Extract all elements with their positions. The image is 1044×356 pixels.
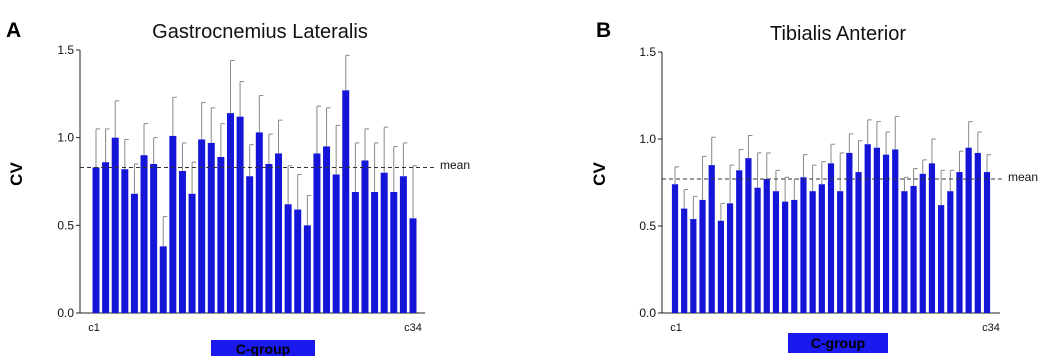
panel-a-x-first-label: c1 [88, 322, 100, 334]
panel-b-bar [855, 172, 862, 313]
panel-b-y-tick-label: 0.5 [639, 219, 656, 233]
panel-a-group-label: C-group [236, 341, 290, 356]
panel-b-bar [873, 147, 880, 313]
panel-b-bar [882, 154, 890, 313]
panel-a-bar [140, 155, 148, 313]
panel-b-bar [791, 199, 798, 313]
panel-b-bar [717, 220, 724, 313]
panel-b-bar [671, 184, 679, 313]
panel-b-y-tick-label: 1.0 [639, 132, 656, 146]
panel-a-bar [255, 132, 263, 313]
panel-a-bar [275, 153, 283, 313]
panel-b-bar [983, 172, 991, 313]
panel-a-bar [236, 116, 244, 313]
panel-a-bar [371, 192, 379, 313]
panel-a-y-tick-label: 1.0 [57, 131, 74, 145]
panel-b-title: Tibialis Anterior [770, 23, 906, 45]
panel-b-bar [708, 165, 715, 313]
panel-b-bar [938, 205, 945, 313]
panel-a-bar [111, 137, 119, 313]
panel-b-bar [846, 152, 853, 313]
panel-a-x-last-label: c34 [404, 322, 422, 334]
panel-a-bar [92, 167, 100, 313]
panel-a-bar [294, 209, 302, 313]
panel-b-bar [928, 163, 936, 313]
panel-b-group-label: C-group [811, 335, 865, 351]
panel-a-bar [351, 192, 359, 313]
panel-b-x-first-label: c1 [670, 322, 682, 334]
panel-b-bar [782, 201, 789, 313]
panel-a-bar [342, 90, 350, 314]
panel-a-bar [246, 176, 254, 313]
panel-a-bar [198, 139, 206, 313]
panel-a-mean-label: mean [440, 158, 470, 172]
panel-a-bar [188, 193, 196, 313]
panel-a-bar [323, 146, 331, 313]
panel-a-bar [313, 153, 321, 313]
panel-b-y-tick-label: 1.5 [639, 45, 656, 59]
panel-b-ylabel: CV [590, 162, 609, 186]
panel-b-bar [956, 172, 963, 313]
panel-a-bar [361, 160, 369, 313]
panel-b-bar [763, 179, 770, 313]
panel-b-bar [965, 147, 972, 313]
panel-a-y-tick-label: 1.5 [57, 43, 74, 57]
panel-b-bar [699, 199, 706, 313]
panel-b-bar [726, 203, 734, 313]
panel-a-title: Gastrocnemius Lateralis [152, 21, 368, 43]
panel-a-bar [390, 192, 398, 313]
panel-a-bar [150, 163, 158, 313]
panel-a-bar [178, 170, 186, 313]
panel-b-bar [974, 152, 981, 313]
panel-a-bar [284, 204, 292, 313]
panel-a-bar [159, 246, 167, 313]
panel-b-bar [818, 184, 825, 313]
panel-b-bar [892, 149, 899, 313]
panel-b-bar [772, 191, 780, 313]
panel-b-label: B [596, 19, 611, 42]
panel-b-bar [837, 191, 844, 313]
panel-b-bar [690, 219, 697, 313]
panel-b-bar [901, 191, 908, 313]
panel-b-bar [919, 173, 926, 313]
panel-a-bar [102, 162, 110, 313]
panel-a-bar [121, 169, 129, 313]
panel-a-bar [409, 218, 417, 313]
panel-a-y-tick-label: 0.5 [57, 218, 74, 232]
panel-a-bar [169, 135, 177, 313]
panel-b-x-last-label: c34 [982, 322, 1000, 334]
panel-b-group-box [788, 333, 888, 353]
panel-a-group-box [211, 340, 315, 356]
panel-a-y-tick-label: 0.0 [57, 306, 74, 320]
panel-b-y-tick-label: 0.0 [639, 306, 656, 320]
panel-a-bar [303, 225, 311, 313]
panel-a-bar [226, 113, 234, 314]
panel-b-bar [864, 144, 871, 313]
panel-a-bar [207, 142, 215, 313]
panel-b-bar [736, 170, 743, 313]
panel-a-bar [265, 163, 273, 313]
panel-a-bar [217, 156, 225, 313]
panel-a-bar [130, 193, 138, 313]
panel-a-bar [332, 174, 340, 313]
panel-b-bar [827, 163, 835, 313]
panel-b-bar [681, 208, 688, 313]
panel-b-bar [947, 191, 954, 313]
panel-b-bar [754, 187, 761, 313]
panel-a-bar [399, 176, 407, 313]
panel-b-mean-label: mean [1008, 170, 1038, 184]
panel-a-ylabel: CV [7, 162, 26, 186]
panel-b-bar [910, 185, 917, 313]
panel-a-label: A [6, 19, 21, 42]
panel-b-bar [809, 191, 816, 313]
panel-a-bar [380, 172, 388, 313]
panel-b-bar [745, 158, 752, 313]
panel-b-bar [800, 177, 807, 313]
